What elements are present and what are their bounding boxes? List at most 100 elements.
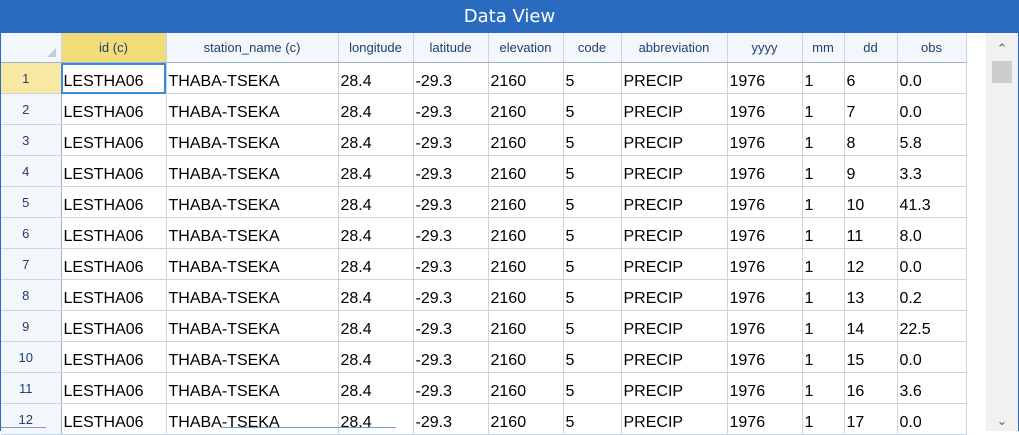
table-cell[interactable]: PRECIP bbox=[621, 186, 728, 218]
table-cell[interactable]: LESTHA06 bbox=[61, 124, 167, 156]
table-cell[interactable]: PRECIP bbox=[621, 124, 728, 156]
column-header[interactable]: elevation bbox=[488, 33, 564, 63]
select-all-corner[interactable] bbox=[1, 33, 62, 63]
table-cell[interactable]: LESTHA06 bbox=[61, 310, 167, 342]
table-cell[interactable]: LESTHA06 bbox=[61, 217, 167, 249]
table-cell[interactable]: 9 bbox=[844, 155, 898, 187]
table-cell[interactable]: 1 bbox=[802, 341, 845, 373]
table-cell[interactable]: 5 bbox=[563, 248, 622, 280]
table-cell[interactable]: 2160 bbox=[488, 248, 564, 280]
data-grid[interactable]: id (c) station_name (c) longitude latitu… bbox=[0, 33, 1019, 435]
table-cell[interactable]: 1 bbox=[802, 93, 845, 125]
table-row[interactable]: 7 LESTHA06 THABA-TSEKA 28.4 -29.3 2160 5 PRECIP… bbox=[1, 248, 967, 280]
table-cell[interactable]: 8.0 bbox=[897, 217, 967, 249]
table-row[interactable]: 11 LESTHA06 THABA-TSEKA 28.4 -29.3 2160 5 PRECI… bbox=[1, 372, 967, 404]
table-cell[interactable]: 1 bbox=[802, 186, 845, 218]
row-number[interactable]: 11 bbox=[1, 372, 62, 404]
table-cell[interactable]: PRECIP bbox=[621, 217, 728, 249]
table-cell[interactable]: 2160 bbox=[488, 155, 564, 187]
scroll-up-icon[interactable]: ⌃ bbox=[996, 41, 1008, 56]
table-cell[interactable]: 15 bbox=[844, 341, 898, 373]
table-cell[interactable]: 41.3 bbox=[897, 186, 967, 218]
table-cell[interactable]: 7 bbox=[844, 93, 898, 125]
column-header[interactable]: abbreviation bbox=[621, 33, 728, 63]
table-cell[interactable]: 3.6 bbox=[897, 372, 967, 404]
table-cell[interactable]: 2160 bbox=[488, 186, 564, 218]
table-cell[interactable]: LESTHA06 bbox=[61, 186, 167, 218]
table-cell[interactable]: 1976 bbox=[727, 155, 803, 187]
row-number[interactable]: 1 bbox=[1, 62, 62, 94]
row-number[interactable]: 12 bbox=[1, 403, 62, 435]
row-number[interactable]: 9 bbox=[1, 310, 62, 342]
table-cell[interactable]: 1976 bbox=[727, 186, 803, 218]
table-cell[interactable]: -29.3 bbox=[413, 186, 489, 218]
table-cell[interactable]: LESTHA06 bbox=[61, 93, 167, 125]
horizontal-scroll-track[interactable] bbox=[1, 427, 986, 431]
table-cell[interactable]: PRECIP bbox=[621, 310, 728, 342]
column-header[interactable]: mm bbox=[802, 33, 845, 63]
table-row[interactable]: 6 LESTHA06 THABA-TSEKA 28.4 -29.3 2160 5 PRECIP… bbox=[1, 217, 967, 249]
table-cell[interactable]: 1976 bbox=[727, 341, 803, 373]
table-cell[interactable]: LESTHA06 bbox=[61, 341, 167, 373]
table-cell[interactable]: 1976 bbox=[727, 372, 803, 404]
scrollbar-thumb[interactable] bbox=[992, 61, 1012, 83]
table-cell[interactable]: 1976 bbox=[727, 248, 803, 280]
vertical-scrollbar[interactable]: ⌃ ⌄ bbox=[986, 33, 1018, 431]
table-cell[interactable]: 5 bbox=[563, 403, 622, 435]
table-cell[interactable]: 2160 bbox=[488, 93, 564, 125]
table-cell[interactable]: 2160 bbox=[488, 310, 564, 342]
table-cell[interactable]: 11 bbox=[844, 217, 898, 249]
table-cell[interactable]: 14 bbox=[844, 310, 898, 342]
table-cell[interactable]: 2160 bbox=[488, 341, 564, 373]
table-cell[interactable]: 1976 bbox=[727, 62, 803, 94]
table-row[interactable]: 1 LESTHA06 THABA-TSEKA 28.4 -29.3 2160 5 PRECIP… bbox=[1, 62, 967, 94]
table-cell[interactable]: LESTHA06 bbox=[61, 248, 167, 280]
table-cell[interactable]: 2160 bbox=[488, 372, 564, 404]
table-cell[interactable]: -29.3 bbox=[413, 62, 489, 94]
row-number[interactable]: 8 bbox=[1, 279, 62, 311]
table-row[interactable]: 12 LESTHA06 THABA-TSEKA 28.4 -29.3 2160 5 PRECI… bbox=[1, 403, 967, 435]
table-cell[interactable]: -29.3 bbox=[413, 310, 489, 342]
row-number[interactable]: 4 bbox=[1, 155, 62, 187]
table-cell[interactable]: PRECIP bbox=[621, 248, 728, 280]
column-header[interactable]: longitude bbox=[338, 33, 414, 63]
table-cell[interactable]: 1 bbox=[802, 279, 845, 311]
row-number[interactable]: 7 bbox=[1, 248, 62, 280]
column-header[interactable]: code bbox=[563, 33, 622, 63]
column-header[interactable]: latitude bbox=[413, 33, 489, 63]
table-cell[interactable]: 28.4 bbox=[338, 217, 414, 249]
table-row[interactable]: 4 LESTHA06 THABA-TSEKA 28.4 -29.3 2160 5 PRECIP… bbox=[1, 155, 967, 187]
column-header[interactable]: id (c) bbox=[61, 33, 167, 63]
table-cell[interactable]: 5.8 bbox=[897, 124, 967, 156]
table-cell[interactable]: 0.0 bbox=[897, 341, 967, 373]
table-cell[interactable]: 2160 bbox=[488, 217, 564, 249]
row-number[interactable]: 10 bbox=[1, 341, 62, 373]
table-cell[interactable]: 12 bbox=[844, 248, 898, 280]
table-cell[interactable]: 2160 bbox=[488, 62, 564, 94]
table-cell[interactable]: 0.0 bbox=[897, 248, 967, 280]
table-cell[interactable]: 5 bbox=[563, 93, 622, 125]
table-cell[interactable]: THABA-TSEKA bbox=[166, 403, 339, 435]
table-cell[interactable]: LESTHA06 bbox=[61, 372, 167, 404]
table-cell[interactable]: 5 bbox=[563, 62, 622, 94]
table-cell[interactable]: 1976 bbox=[727, 279, 803, 311]
table-cell[interactable]: 5 bbox=[563, 279, 622, 311]
table-cell[interactable]: 6 bbox=[844, 62, 898, 94]
table-cell[interactable]: 1 bbox=[802, 310, 845, 342]
table-cell[interactable]: 5 bbox=[563, 155, 622, 187]
table-cell[interactable]: PRECIP bbox=[621, 62, 728, 94]
horizontal-scroll-thumb[interactable] bbox=[221, 427, 396, 431]
table-cell[interactable]: THABA-TSEKA bbox=[166, 372, 339, 404]
table-cell[interactable]: 0.0 bbox=[897, 93, 967, 125]
table-cell[interactable]: 8 bbox=[844, 124, 898, 156]
table-cell[interactable]: THABA-TSEKA bbox=[166, 124, 339, 156]
table-cell[interactable]: LESTHA06 bbox=[61, 62, 167, 94]
table-cell[interactable]: THABA-TSEKA bbox=[166, 217, 339, 249]
table-cell[interactable]: PRECIP bbox=[621, 403, 728, 435]
table-cell[interactable]: 28.4 bbox=[338, 93, 414, 125]
table-row[interactable]: 2 LESTHA06 THABA-TSEKA 28.4 -29.3 2160 5 PRECIP… bbox=[1, 93, 967, 125]
table-cell[interactable]: 28.4 bbox=[338, 124, 414, 156]
table-cell[interactable]: -29.3 bbox=[413, 248, 489, 280]
table-cell[interactable]: 5 bbox=[563, 186, 622, 218]
scroll-down-icon[interactable]: ⌄ bbox=[996, 413, 1008, 428]
